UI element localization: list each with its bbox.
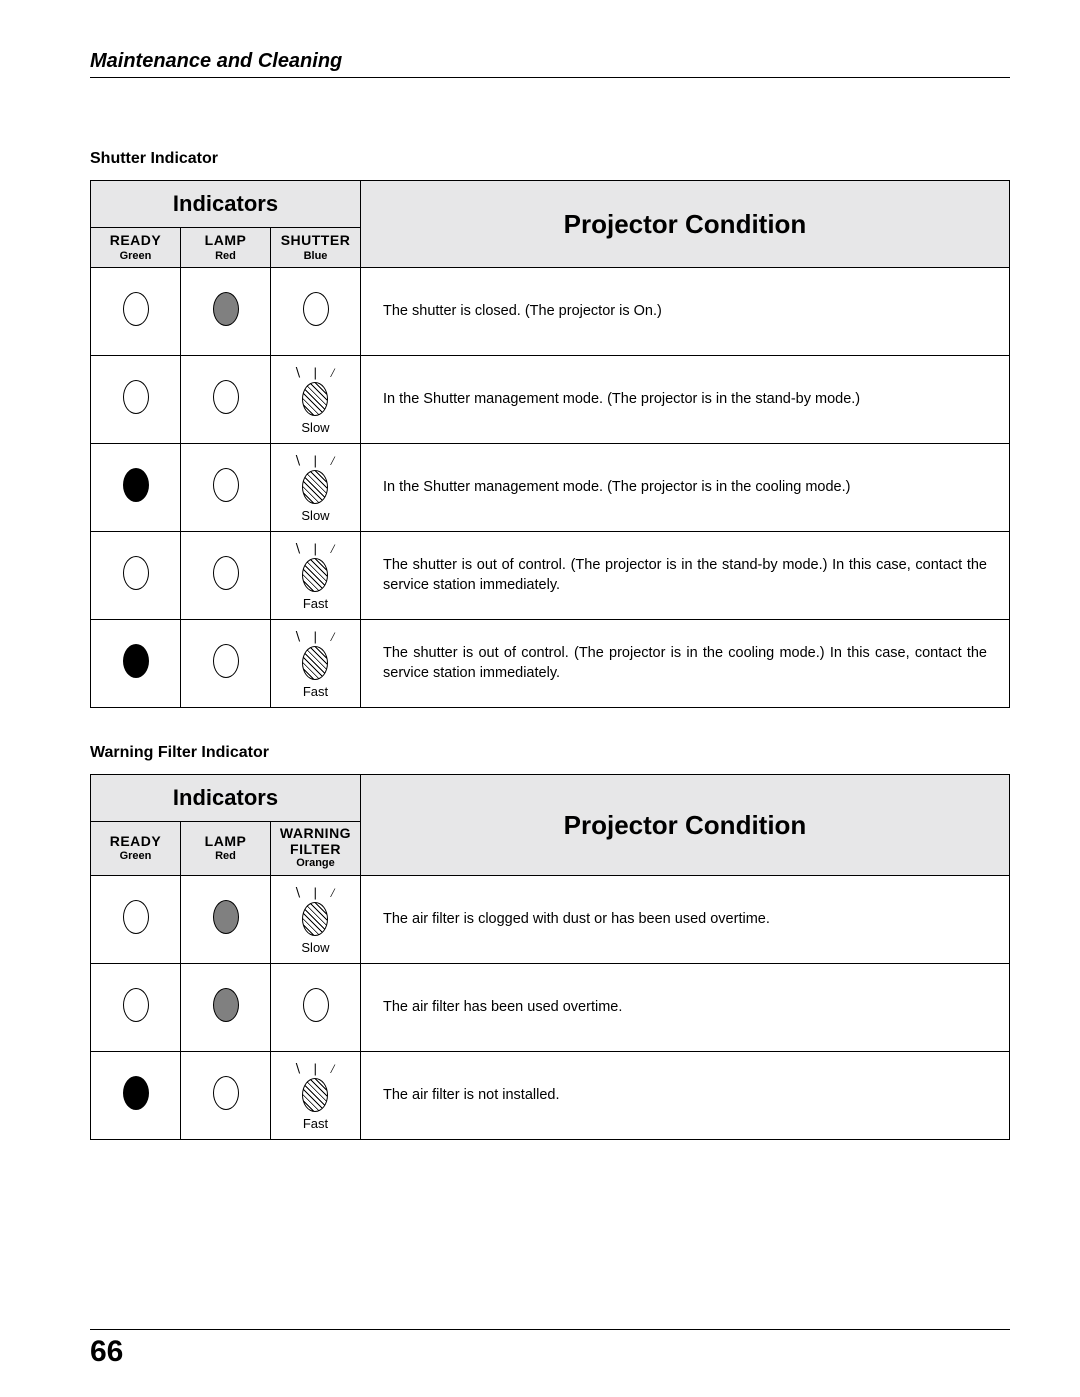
divider-top	[90, 77, 1010, 78]
indicator-icon	[213, 988, 239, 1022]
page-number: 66	[90, 1335, 123, 1369]
table2-heading: Warning Filter Indicator	[90, 744, 1010, 762]
indicators-header: Indicators	[91, 181, 361, 228]
table1-heading: Shutter Indicator	[90, 150, 1010, 168]
shutter-indicator-table: Indicators Projector Condition READYGree…	[90, 180, 1010, 708]
indicator-icon	[213, 1076, 239, 1110]
condition-text: The air filter is not installed.	[361, 1051, 1010, 1139]
condition-text: In the Shutter management mode. (The pro…	[361, 444, 1010, 532]
condition-text: In the Shutter management mode. (The pro…	[361, 356, 1010, 444]
table-row: ∖ | ∕ Fast The shutter is out of control…	[91, 620, 1010, 708]
indicator-icon	[123, 556, 149, 590]
indicator-icon	[213, 292, 239, 326]
col-lamp: LAMPRed	[181, 228, 271, 268]
indicator-icon	[213, 556, 239, 590]
table-row: The air filter has been used overtime.	[91, 963, 1010, 1051]
section-title: Maintenance and Cleaning	[90, 50, 1010, 73]
indicator-icon	[303, 988, 329, 1022]
table-row: ∖ | ∕ Fast The shutter is out of control…	[91, 532, 1010, 620]
condition-text: The shutter is out of control. (The proj…	[361, 620, 1010, 708]
warning-filter-table: Indicators Projector Condition READYGree…	[90, 774, 1010, 1140]
indicator-icon: ∖ | ∕ Fast	[293, 634, 337, 699]
condition-text: The air filter has been used overtime.	[361, 963, 1010, 1051]
indicator-icon: ∖ | ∕ Slow	[293, 890, 337, 955]
table-row: ∖ | ∕ Slow In the Shutter management mod…	[91, 444, 1010, 532]
indicator-icon	[123, 380, 149, 414]
indicator-icon: ∖ | ∕ Fast	[293, 1066, 337, 1131]
col-shutter: SHUTTERBlue	[271, 228, 361, 268]
indicator-icon: ∖ | ∕ Fast	[293, 546, 337, 611]
indicators-header: Indicators	[91, 775, 361, 822]
col-lamp: LAMPRed	[181, 822, 271, 876]
table-row: ∖ | ∕ Slow The air filter is clogged wit…	[91, 875, 1010, 963]
indicator-icon	[123, 1076, 149, 1110]
indicator-icon	[123, 644, 149, 678]
indicator-icon	[213, 900, 239, 934]
indicator-icon	[123, 900, 149, 934]
indicator-icon	[213, 468, 239, 502]
indicator-icon: ∖ | ∕ Slow	[293, 370, 337, 435]
indicator-icon	[123, 292, 149, 326]
col-ready: READYGreen	[91, 228, 181, 268]
condition-header: Projector Condition	[361, 775, 1010, 876]
condition-text: The air filter is clogged with dust or h…	[361, 875, 1010, 963]
indicator-icon	[213, 380, 239, 414]
indicator-icon: ∖ | ∕ Slow	[293, 458, 337, 523]
condition-text: The shutter is closed. (The projector is…	[361, 268, 1010, 356]
condition-text: The shutter is out of control. (The proj…	[361, 532, 1010, 620]
col-ready: READYGreen	[91, 822, 181, 876]
table-row: ∖ | ∕ Slow In the Shutter management mod…	[91, 356, 1010, 444]
table-row: The shutter is closed. (The projector is…	[91, 268, 1010, 356]
condition-header: Projector Condition	[361, 181, 1010, 268]
table-row: ∖ | ∕ Fast The air filter is not install…	[91, 1051, 1010, 1139]
indicator-icon	[213, 644, 239, 678]
indicator-icon	[123, 988, 149, 1022]
indicator-icon	[123, 468, 149, 502]
indicator-icon	[303, 292, 329, 326]
col-warning-filter: WARNINGFILTEROrange	[271, 822, 361, 876]
